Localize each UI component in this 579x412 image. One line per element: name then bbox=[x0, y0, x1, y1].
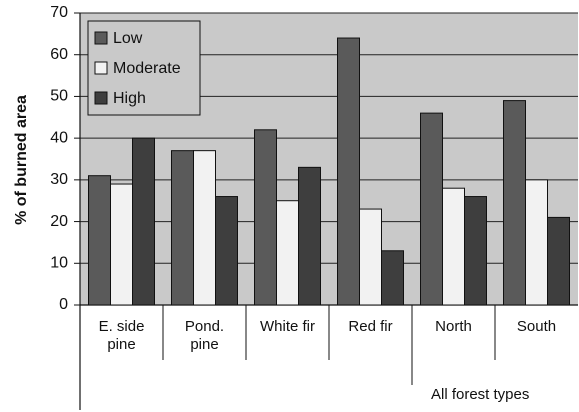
bar bbox=[381, 250, 404, 306]
bar bbox=[442, 187, 465, 306]
y-tick-label: 60 bbox=[50, 46, 68, 63]
legend-swatch bbox=[94, 91, 108, 105]
x-tick-label: White fir bbox=[259, 318, 315, 335]
bar bbox=[525, 179, 548, 306]
x-tick-label: Pond. pine bbox=[184, 318, 225, 353]
bar bbox=[110, 183, 133, 306]
x-tick-label: E. side pine bbox=[98, 318, 145, 353]
bar bbox=[359, 208, 382, 306]
x-tick-label: North bbox=[435, 318, 472, 335]
y-tick-label: 50 bbox=[50, 88, 68, 105]
y-tick-label: 40 bbox=[50, 129, 68, 146]
y-tick-label: 10 bbox=[50, 255, 68, 272]
x-tick-label: Red fir bbox=[348, 318, 393, 335]
legend-label: Low bbox=[113, 30, 143, 47]
bar bbox=[464, 196, 487, 306]
bar bbox=[503, 100, 526, 306]
bar bbox=[420, 112, 443, 306]
y-tick-label: 20 bbox=[50, 213, 68, 230]
legend-label: Moderate bbox=[113, 60, 181, 77]
legend-swatch bbox=[94, 61, 108, 75]
bar bbox=[171, 150, 194, 306]
bar bbox=[547, 216, 570, 306]
legend-label: High bbox=[113, 90, 146, 107]
group-label: All forest types bbox=[431, 386, 530, 403]
bar bbox=[337, 37, 360, 306]
bar bbox=[215, 196, 238, 306]
y-tick-label: 0 bbox=[59, 296, 68, 313]
bar bbox=[254, 129, 277, 306]
bar bbox=[88, 175, 111, 306]
bar bbox=[132, 137, 155, 306]
bar bbox=[276, 200, 299, 306]
x-tick-label: South bbox=[516, 318, 557, 335]
y-tick-label: 70 bbox=[50, 4, 68, 21]
y-tick-label: 30 bbox=[50, 171, 68, 188]
legend-swatch bbox=[94, 31, 108, 45]
bar bbox=[193, 150, 216, 306]
y-axis-label: % of burned area bbox=[13, 95, 30, 225]
bar bbox=[298, 166, 321, 306]
